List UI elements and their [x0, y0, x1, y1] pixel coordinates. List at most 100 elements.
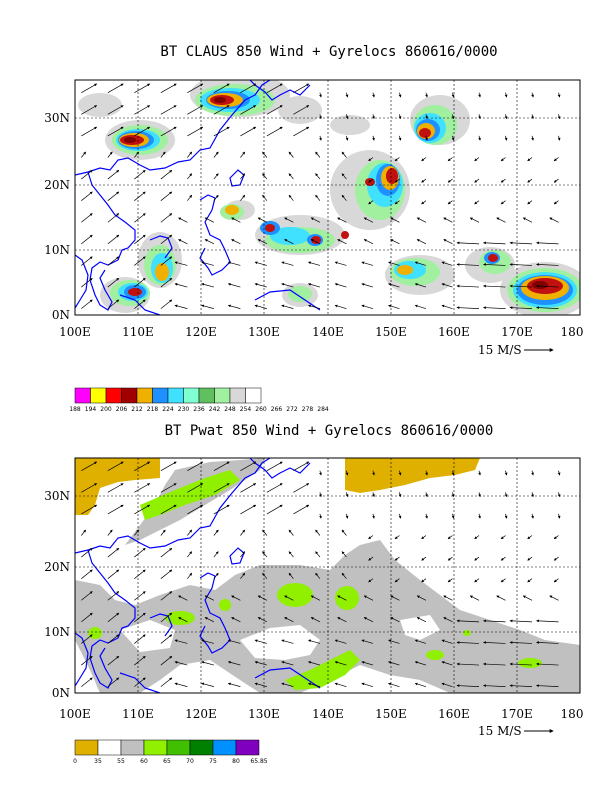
wind-vector [187, 504, 204, 515]
wind-vector [81, 655, 93, 666]
wind-vector [483, 306, 506, 310]
wind-vector [398, 513, 402, 519]
colorbar-swatch [74, 739, 99, 756]
wind-vector [536, 684, 559, 688]
wind-vector [483, 284, 506, 288]
wind-vector [201, 261, 214, 266]
wind-vector [293, 83, 310, 94]
wind-vector [536, 306, 559, 310]
wind-vector [81, 256, 93, 266]
wind-vector [160, 529, 166, 536]
wind-vector [107, 483, 124, 493]
wind-vector [310, 239, 321, 245]
wind-vector [425, 114, 428, 120]
wind-vector [474, 578, 480, 583]
wind-vector [451, 492, 455, 498]
wind-vector [174, 639, 188, 644]
wind-vector [134, 483, 151, 493]
wind-vector [536, 619, 559, 623]
wind-vector [284, 239, 294, 245]
wind-vector [266, 83, 283, 94]
wind-vector [496, 595, 506, 601]
wind-vector [456, 306, 480, 310]
wind-vector [81, 483, 98, 493]
wind-vector [231, 239, 241, 245]
wind-vector [500, 178, 506, 183]
y-tick: 10N [44, 243, 70, 257]
wind-vector [254, 261, 267, 266]
wind-vector [213, 83, 230, 94]
wind-vector [341, 194, 347, 201]
wind-vector [201, 304, 214, 309]
wind-vector [293, 483, 310, 493]
colorbar-swatch [235, 739, 260, 756]
x-tick: 160E [438, 325, 470, 339]
vector-scale: 15 M/S [478, 343, 554, 357]
colorbar-swatch [120, 739, 145, 756]
wind-vector [288, 151, 294, 158]
wind-vector [81, 277, 93, 288]
wind-vector [416, 617, 427, 623]
field-wet-layer [88, 470, 542, 690]
wind-vector [478, 135, 481, 141]
wind-vector [368, 535, 374, 540]
wind-vector [334, 682, 347, 687]
wind-vector [254, 283, 267, 288]
wind-vector [549, 217, 559, 223]
colorbar-label: 188 [69, 406, 81, 413]
wind-vector [257, 595, 268, 601]
wind-vector [107, 213, 120, 223]
wind-vector [160, 547, 173, 558]
x-tick: 150E [375, 325, 407, 339]
wind-vector [398, 114, 402, 120]
wind-vector [160, 126, 177, 137]
wind-vector [509, 241, 533, 245]
wind-vector [231, 217, 241, 223]
colorbar-swatch [143, 739, 168, 756]
wind-vector [107, 105, 124, 115]
wind-vector [372, 470, 375, 476]
wind-vector [500, 200, 506, 205]
wind-vector [372, 135, 375, 141]
wind-vector [553, 178, 559, 183]
wind-vector [240, 572, 246, 579]
wind-vector [421, 200, 427, 205]
wind-vector [536, 241, 559, 245]
wind-vector [421, 556, 427, 561]
wind-vector [254, 661, 267, 666]
wind-vector [315, 173, 321, 180]
wind-vector [522, 595, 533, 601]
wind-vector [388, 639, 400, 644]
wind-vector [240, 151, 246, 158]
wind-vector [557, 513, 561, 519]
wind-vector [213, 504, 230, 515]
wind-vector [456, 263, 480, 266]
colorbar-bottom: 0 35 55 60 65 70 75 80 65.85 [73, 739, 268, 765]
wind-vector [443, 217, 453, 223]
wind-vector [213, 126, 230, 137]
wind-vector [483, 641, 506, 644]
wind-vector [451, 92, 455, 98]
wind-vector [341, 529, 347, 536]
y-tick: 30N [44, 111, 70, 125]
wind-vector [240, 551, 246, 558]
x-tick: 130E [248, 707, 280, 721]
wind-vector [504, 513, 508, 519]
wind-vector [284, 595, 294, 601]
wind-vector [447, 556, 453, 561]
wind-vector [213, 461, 230, 472]
colorbar-label: 284 [317, 406, 329, 413]
wind-vector [388, 283, 400, 288]
x-tick: 110E [122, 325, 154, 339]
wind-vector [483, 241, 506, 245]
wind-vector [553, 535, 559, 540]
wind-vector [414, 283, 427, 288]
wind-vector [414, 661, 427, 666]
coastlines [75, 80, 321, 315]
colorbar-swatch [97, 739, 122, 756]
wind-vector [187, 173, 193, 180]
wind-vector [504, 135, 508, 141]
wind-vector [134, 504, 151, 515]
wind-vector [341, 151, 347, 158]
wind-vector [174, 261, 188, 266]
